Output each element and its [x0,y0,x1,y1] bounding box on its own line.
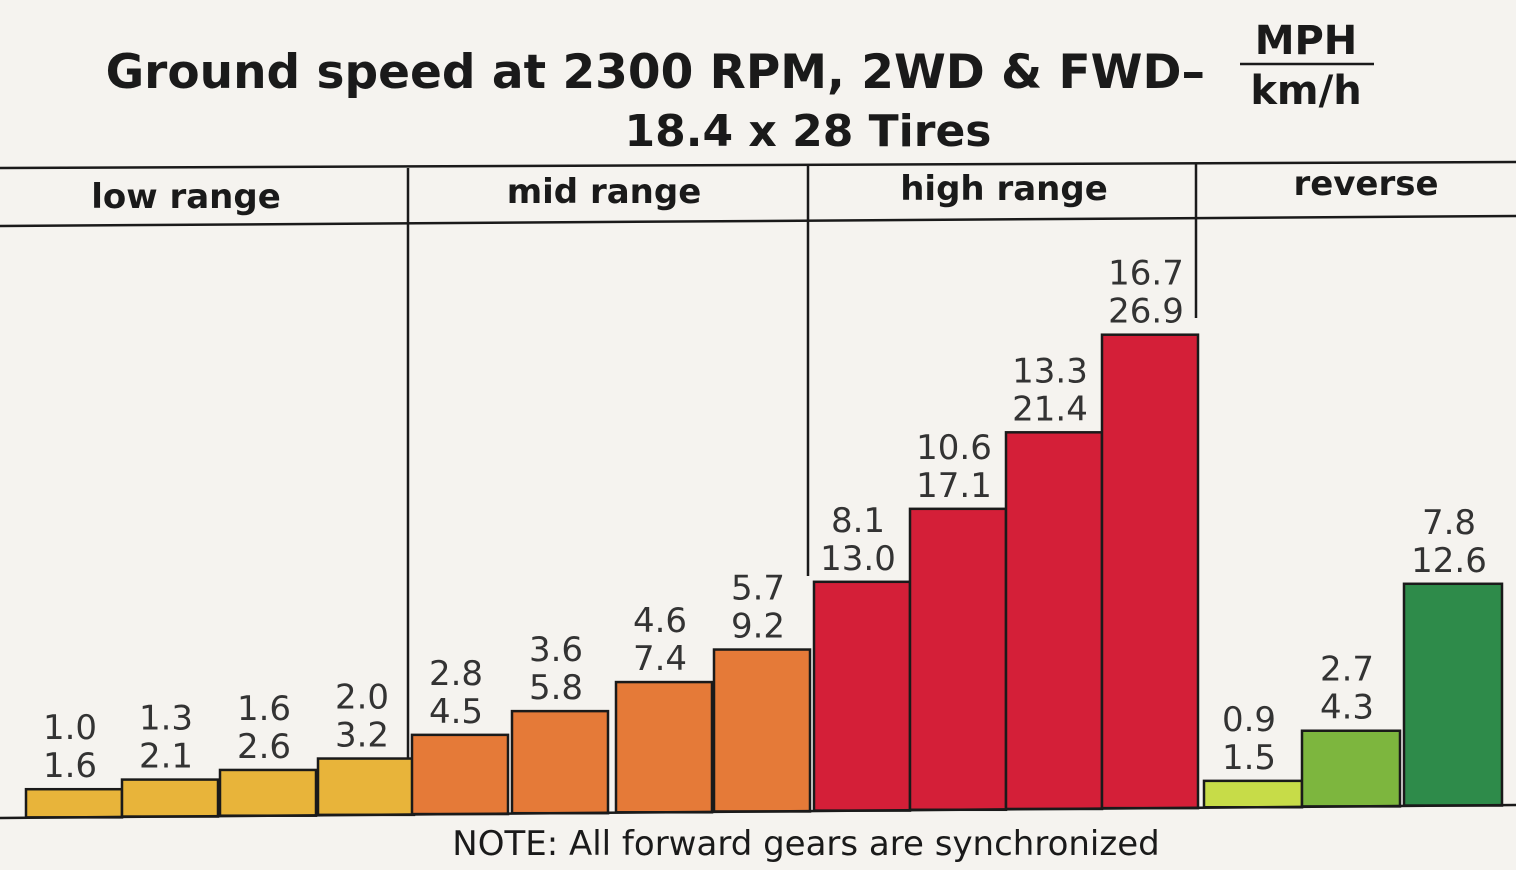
label-mph-mid-range-3: 4.6 [633,601,687,641]
header-top-rule [0,160,1516,170]
label-mph-low-range-3: 1.6 [237,689,291,729]
range-label-reverse: reverse [1293,164,1438,204]
label-mph-reverse-3: 7.8 [1422,503,1476,543]
label-kmh-high-range-2: 17.1 [916,466,992,506]
label-mph-high-range-4: 16.7 [1108,254,1184,294]
label-mph-mid-range-1: 2.8 [429,654,483,694]
bar-low-range-3 [218,768,318,817]
label-mph-high-range-2: 10.6 [916,428,992,468]
label-mph-high-range-3: 13.3 [1012,351,1088,391]
bar-reverse-3 [1402,582,1504,807]
label-mph-low-range-4: 2.0 [335,678,389,718]
header-bottom-rule [0,214,1516,228]
baseline [0,803,1516,820]
label-mph-mid-range-4: 5.7 [731,569,785,609]
range-label-high: high range [900,169,1108,209]
range-label-mid: mid range [507,172,702,212]
bar-reverse-1 [1202,779,1304,809]
label-kmh-mid-range-3: 7.4 [633,639,687,679]
label-mph-reverse-1: 0.9 [1222,700,1276,740]
label-kmh-high-range-4: 26.9 [1108,292,1184,332]
bar-mid-range-1 [410,733,510,816]
bar-mid-range-4 [712,648,812,813]
label-kmh-reverse-3: 12.6 [1411,541,1487,581]
label-kmh-mid-range-1: 4.5 [429,692,483,732]
value-label-layer: 1.01.61.32.11.62.62.03.22.84.53.65.84.67… [43,254,1487,787]
bar-high-range-1 [812,580,912,812]
bar-mid-range-2 [510,709,610,815]
bar-high-range-3 [1004,431,1104,811]
label-kmh-low-range-2: 2.1 [139,737,193,777]
bar-reverse-2 [1300,729,1402,808]
range-label-low: low range [91,177,281,217]
bar-high-range-4 [1100,333,1200,810]
label-kmh-high-range-3: 21.4 [1012,389,1088,429]
bar-low-range-2 [120,778,220,818]
label-mph-low-range-2: 1.3 [139,699,193,739]
label-kmh-mid-range-4: 9.2 [731,607,785,647]
bar-low-range-1 [24,787,124,819]
label-kmh-low-range-4: 3.2 [335,716,389,756]
label-kmh-low-range-1: 1.6 [43,746,97,786]
label-mph-low-range-1: 1.0 [43,708,97,748]
label-kmh-high-range-1: 13.0 [820,539,896,579]
chart-subtitle: 18.4 x 28 Tires [625,106,992,157]
bar-layer [24,333,1504,819]
bar-high-range-2 [908,507,1008,812]
label-kmh-reverse-1: 1.5 [1222,738,1276,778]
unit-denominator: km/h [1250,68,1361,114]
label-kmh-low-range-3: 2.6 [237,727,291,767]
unit-numerator: MPH [1255,18,1358,64]
label-kmh-reverse-2: 4.3 [1320,688,1374,728]
bar-mid-range-3 [614,680,714,814]
label-kmh-mid-range-2: 5.8 [529,668,583,708]
bar-low-range-4 [316,757,416,817]
label-mph-high-range-1: 8.1 [831,501,885,541]
label-mph-mid-range-2: 3.6 [529,630,583,670]
label-mph-reverse-2: 2.7 [1320,650,1374,690]
chart-title: Ground speed at 2300 RPM, 2WD & FWD– [106,45,1205,100]
footnote: NOTE: All forward gears are synchronized [452,824,1159,864]
